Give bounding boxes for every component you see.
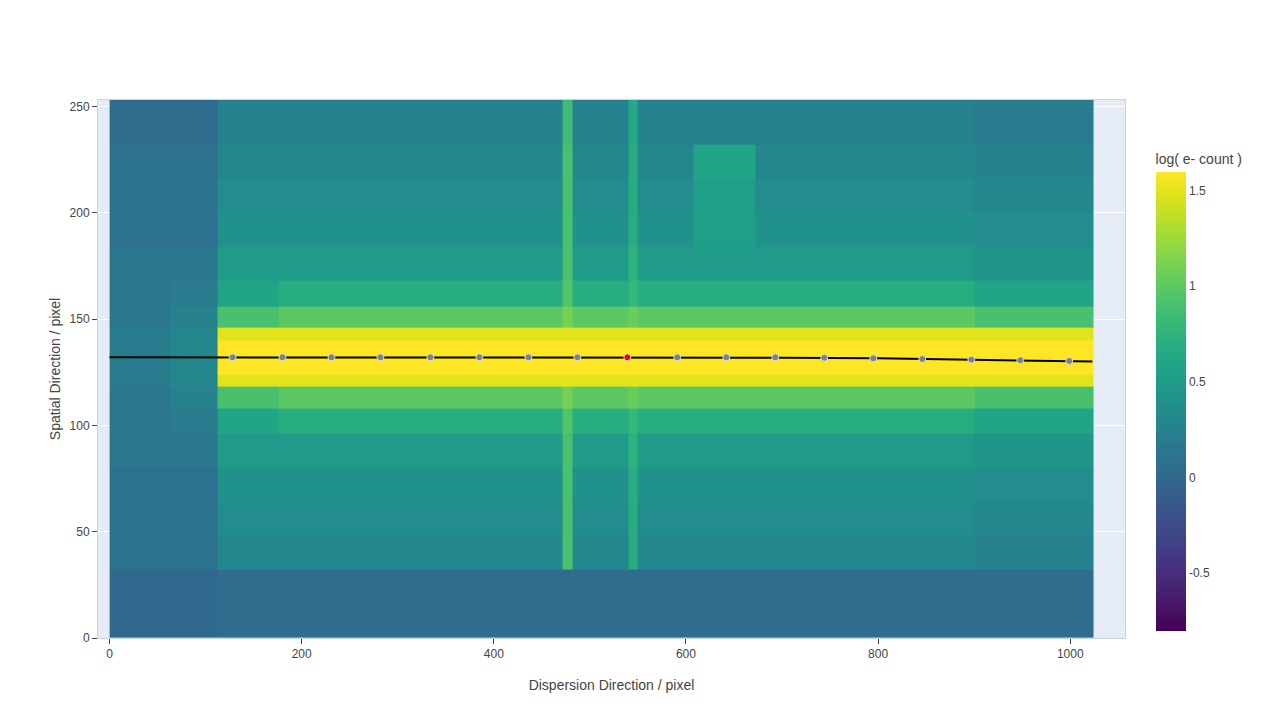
svg-text:50: 50 [76, 525, 90, 539]
svg-text:250: 250 [70, 100, 90, 114]
svg-text:Spatial Direction / pixel: Spatial Direction / pixel [47, 298, 63, 440]
svg-text:-0.5: -0.5 [1189, 566, 1210, 580]
svg-text:800: 800 [868, 647, 888, 661]
svg-text:log( e- count ): log( e- count ) [1156, 151, 1242, 167]
svg-text:400: 400 [484, 647, 504, 661]
svg-text:1.5: 1.5 [1189, 184, 1206, 198]
svg-text:600: 600 [676, 647, 696, 661]
svg-text:200: 200 [292, 647, 312, 661]
svg-text:0: 0 [83, 631, 90, 645]
svg-text:0: 0 [106, 647, 113, 661]
svg-text:Dispersion Direction / pixel: Dispersion Direction / pixel [529, 677, 695, 693]
svg-text:0.5: 0.5 [1189, 375, 1206, 389]
svg-text:1: 1 [1189, 279, 1196, 293]
svg-text:150: 150 [70, 312, 90, 326]
svg-text:100: 100 [70, 419, 90, 433]
svg-text:200: 200 [70, 206, 90, 220]
svg-text:0: 0 [1189, 471, 1196, 485]
svg-text:1000: 1000 [1057, 647, 1084, 661]
